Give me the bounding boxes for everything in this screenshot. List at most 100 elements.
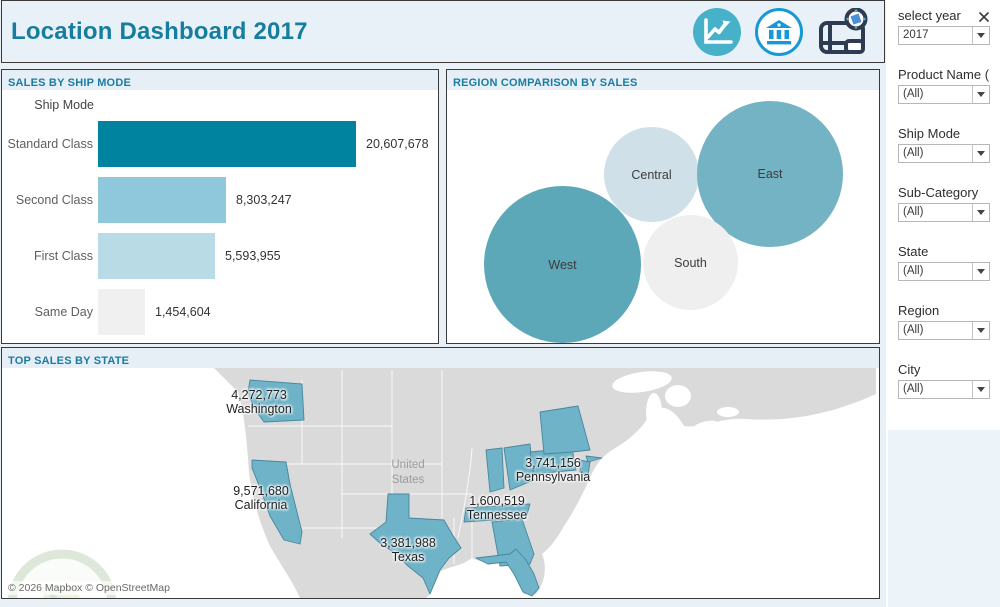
bar-axis-header: Ship Mode — [34, 98, 94, 112]
filter-label: City — [898, 362, 921, 377]
bar-track: 5,593,955 — [98, 233, 360, 279]
bar-row: Same Day 1,454,604 — [2, 284, 438, 340]
sub-category-dropdown[interactable]: (All) — [898, 203, 990, 222]
dropdown-arrow-button[interactable] — [972, 381, 989, 398]
bar-same-day[interactable] — [98, 289, 145, 335]
bar-standard-class[interactable] — [98, 121, 356, 167]
panel-sales-by-ship-mode: SALES BY SHIP MODE Ship Mode Standard Cl… — [1, 69, 439, 344]
bar-value-label: 5,593,955 — [225, 249, 281, 263]
dropdown-arrow-button[interactable] — [972, 263, 989, 280]
panel-title-region: REGION COMPARISON BY SALES — [453, 77, 638, 89]
chevron-down-icon — [977, 33, 985, 38]
bank-icon[interactable] — [755, 7, 803, 56]
state-florida[interactable] — [475, 548, 540, 597]
panel-title-ship-mode: SALES BY SHIP MODE — [8, 77, 131, 89]
filter-product-name: Product Name (.. (All) — [898, 67, 990, 104]
dropdown-value: (All) — [903, 88, 924, 100]
filter-ship-mode: Ship Mode (All) — [898, 126, 990, 163]
bar-category-label: Same Day — [34, 305, 93, 319]
bar-category-label: Second Class — [15, 193, 93, 207]
dropdown-value: (All) — [903, 383, 924, 395]
bar-track: 1,454,604 — [98, 289, 360, 335]
map-label-texas: 3,381,988 Texas — [380, 536, 436, 564]
state-new-jersey[interactable] — [579, 459, 591, 477]
dashboard-header: Location Dashboard 2017 — [1, 0, 885, 63]
bar-first-class[interactable] — [98, 233, 215, 279]
bubble-chart: Central East West South — [447, 90, 879, 343]
year-dropdown[interactable]: 2017 — [898, 26, 990, 45]
state-california[interactable] — [251, 459, 303, 545]
region-dropdown[interactable]: (All) — [898, 321, 990, 340]
filter-label: Region — [898, 303, 940, 318]
dropdown-arrow-button[interactable] — [972, 145, 989, 162]
city-dropdown[interactable]: (All) — [898, 380, 990, 399]
region-bubble[interactable]: Central — [604, 127, 699, 222]
filter-region: Region (All) — [898, 303, 990, 340]
bubble-label-south: South — [674, 255, 707, 270]
map-label-california: 9,571,680 California — [233, 484, 289, 512]
state-ohio[interactable] — [503, 443, 535, 491]
line-chart-icon[interactable] — [692, 7, 742, 57]
filter-label: State — [898, 244, 929, 259]
dropdown-value: (All) — [903, 265, 924, 277]
panel-strip: REGION COMPARISON BY SALES — [447, 70, 879, 90]
filter-sidebar: select year 2017 Product Name (.. (All) … — [888, 0, 1000, 607]
bar-second-class[interactable] — [98, 177, 226, 223]
bar-category-label: Standard Class — [7, 137, 93, 151]
dropdown-arrow-button[interactable] — [972, 86, 989, 103]
state-texas[interactable] — [369, 493, 462, 595]
state-tennessee[interactable] — [463, 503, 531, 523]
bar-chart: Ship Mode Standard Class 20,607,678 Seco… — [2, 98, 438, 340]
bubble-label-east: East — [757, 167, 783, 181]
panel-strip: SALES BY SHIP MODE — [2, 70, 438, 90]
state-dropdown[interactable]: (All) — [898, 262, 990, 281]
region-bubble[interactable]: East — [697, 101, 843, 247]
dropdown-arrow-button[interactable] — [972, 322, 989, 339]
bar-row: Second Class 8,303,247 — [2, 172, 438, 228]
dropdown-arrow-button[interactable] — [972, 27, 989, 44]
map-label-washington: 4,272,773 Washington — [226, 388, 292, 416]
map-label-tennessee: 1,600,519 Tennessee — [466, 494, 528, 522]
us-map[interactable]: 4,272,773 Washington 9,571,680 Californi… — [2, 368, 878, 598]
region-bubble[interactable]: South — [643, 215, 738, 310]
state-indiana[interactable] — [485, 447, 505, 493]
chevron-down-icon — [977, 151, 985, 156]
map-attribution: © 2026 Mapbox © OpenStreetMap — [4, 581, 174, 595]
product-name-dropdown[interactable]: (All) — [898, 85, 990, 104]
chevron-down-icon — [977, 269, 985, 274]
bar-value-label: 20,607,678 — [366, 137, 429, 151]
bubble-label-west: West — [548, 257, 577, 272]
sidebar-tint — [888, 430, 1000, 607]
bubble-label-central: Central — [631, 167, 672, 182]
bar-track: 8,303,247 — [98, 177, 360, 223]
dropdown-value: (All) — [903, 147, 924, 159]
page-title: Location Dashboard 2017 — [11, 17, 308, 45]
bar-value-label: 8,303,247 — [236, 193, 292, 207]
state-washington[interactable] — [247, 379, 305, 423]
state-new-york[interactable] — [539, 405, 591, 455]
filter-label: Ship Mode — [898, 126, 961, 141]
filter-city: City (All) — [898, 362, 990, 399]
chevron-down-icon — [977, 92, 985, 97]
bar-track: 20,607,678 — [98, 121, 429, 167]
dropdown-arrow-button[interactable] — [972, 204, 989, 221]
map-svg — [214, 368, 876, 598]
state-long-island[interactable] — [585, 455, 603, 463]
bar-category-label: First Class — [33, 249, 93, 263]
map-label-pennsylvania: 3,741,156 Pennsylvania — [515, 456, 591, 484]
filter-label: select year — [898, 8, 961, 23]
close-icon[interactable] — [978, 11, 990, 23]
panel-title-map: TOP SALES BY STATE — [8, 355, 130, 367]
map-compass-icon[interactable] — [816, 7, 872, 56]
header-icons — [692, 7, 884, 57]
chevron-down-icon — [977, 387, 985, 392]
chevron-down-icon — [977, 210, 985, 215]
panel-top-sales-by-state: TOP SALES BY STATE — [1, 347, 880, 599]
ship-mode-dropdown[interactable]: (All) — [898, 144, 990, 163]
region-bubble[interactable]: West — [484, 186, 641, 343]
filter-state: State (All) — [898, 244, 990, 281]
map-label-united-states: United States — [391, 459, 425, 486]
bar-row: Standard Class 20,607,678 — [2, 116, 438, 172]
filter-label: Product Name (.. — [898, 67, 990, 82]
